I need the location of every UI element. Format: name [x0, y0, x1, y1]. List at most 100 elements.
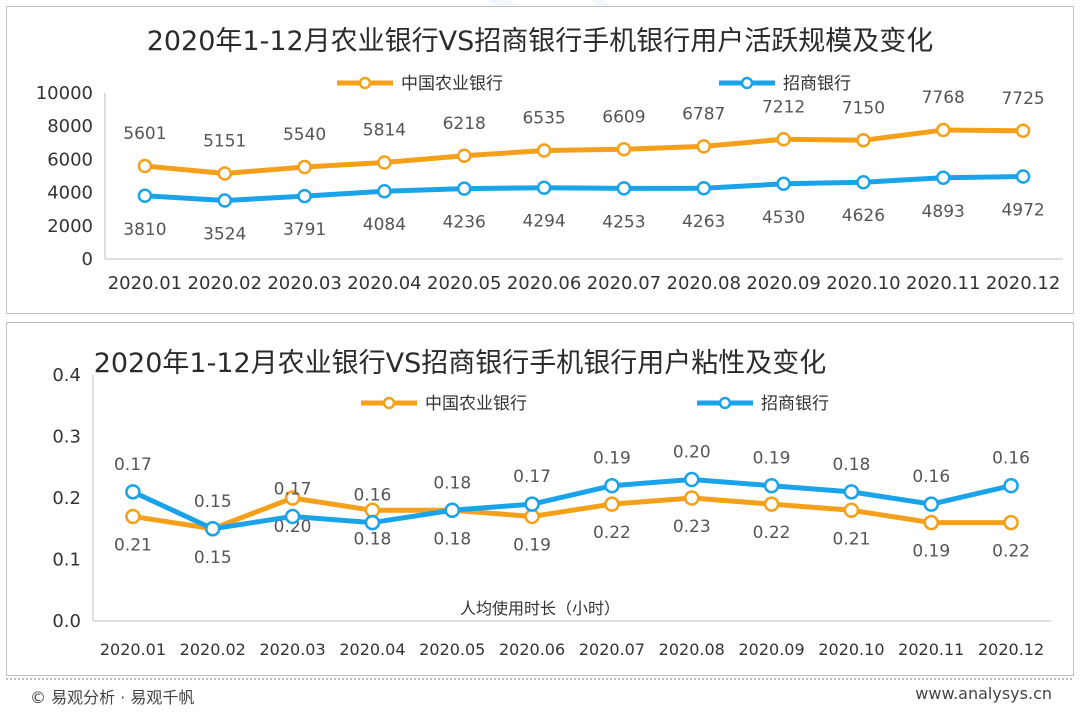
data-label: 4294 — [522, 212, 565, 232]
data-point — [763, 477, 780, 494]
data-point — [524, 508, 540, 525]
data-label: 0.18 — [353, 529, 391, 549]
legend-label: 中国农业银行 — [425, 394, 527, 414]
data-label: 0.16 — [912, 467, 950, 487]
series-line — [131, 477, 1012, 532]
x-tick-label: 2020.01 — [108, 273, 182, 294]
data-label: 7212 — [762, 97, 805, 117]
data-label: 5540 — [283, 125, 326, 145]
y-tick-label: 0 — [82, 249, 93, 270]
data-label: 0.22 — [593, 523, 631, 543]
y-tick-label: 10000 — [36, 83, 93, 104]
data-point — [284, 490, 301, 506]
data-point — [137, 188, 153, 204]
y-tick-label: 4000 — [47, 183, 93, 204]
x-tick-label: 2020.11 — [898, 640, 964, 659]
data-point — [205, 521, 221, 537]
data-point — [364, 502, 381, 519]
data-label: 0.19 — [513, 535, 551, 555]
data-point — [696, 180, 711, 196]
data-point — [217, 166, 232, 181]
x-tick-label: 2020.01 — [100, 640, 166, 659]
series-line — [144, 127, 1024, 176]
data-point — [923, 496, 939, 512]
y-tick-label: 0.0 — [52, 611, 81, 632]
data-point — [457, 181, 472, 196]
x-tick-label: 2020.05 — [427, 273, 501, 294]
data-label: 0.21 — [114, 535, 152, 555]
data-point — [284, 508, 301, 525]
data-label: 7768 — [922, 88, 965, 108]
data-label: 0.23 — [673, 517, 711, 537]
legend-swatch-marker — [740, 76, 754, 90]
x-tick-label: 2020.05 — [419, 640, 485, 659]
data-point — [843, 484, 860, 500]
chart-title-active-scale: 2020年1-12月农业银行VS招商银行手机银行用户活跃规模及变化 — [146, 26, 934, 57]
data-label: 7725 — [1001, 89, 1044, 109]
data-point — [377, 183, 392, 199]
data-label: 0.17 — [513, 467, 551, 487]
data-label: 0.16 — [353, 486, 391, 506]
x-tick-label: 2020.03 — [267, 273, 341, 294]
legend-label: 招商银行 — [761, 394, 829, 414]
series-line — [132, 495, 1012, 532]
data-point — [1015, 169, 1031, 184]
x-tick-label: 2020.11 — [906, 273, 980, 294]
data-label: 0.22 — [992, 542, 1030, 562]
data-label: 4893 — [922, 202, 965, 222]
data-point — [444, 502, 460, 519]
data-label: 3524 — [203, 225, 246, 245]
data-point — [936, 122, 951, 138]
data-label: 0.19 — [912, 542, 950, 562]
data-point — [776, 132, 791, 147]
x-tick-label: 2020.09 — [738, 640, 804, 659]
data-point — [604, 477, 620, 494]
data-label: 4530 — [762, 208, 805, 228]
data-point — [843, 502, 860, 519]
legend-swatch-marker — [358, 76, 372, 90]
data-point — [604, 496, 620, 512]
data-label: 0.17 — [114, 455, 152, 475]
data-point — [536, 143, 552, 158]
data-point — [364, 514, 381, 531]
data-label: 7150 — [842, 98, 885, 118]
data-label: 0.18 — [433, 473, 471, 493]
y-tick-label: 8000 — [47, 116, 93, 137]
x-tick-label: 2020.07 — [587, 273, 661, 294]
legend-swatch-marker — [382, 396, 396, 410]
data-label: 4253 — [602, 212, 645, 232]
data-label: 5814 — [363, 120, 406, 140]
data-point — [684, 471, 700, 488]
data-label: 0.18 — [433, 529, 471, 549]
x-tick-label: 2020.09 — [746, 273, 820, 294]
data-label: 6535 — [522, 109, 565, 129]
footer-copyright: © 易观分析 · 易观千帆 — [30, 688, 195, 707]
x-tick-label: 2020.02 — [188, 273, 262, 294]
chart-title-stickiness: 2020年1-12月农业银行VS招商银行手机银行用户粘性及变化 — [93, 348, 827, 379]
data-point — [936, 170, 951, 186]
data-label: 0.22 — [753, 523, 791, 543]
data-label: 6609 — [602, 107, 645, 127]
footer-divider — [6, 678, 1072, 680]
legend-label: 中国农业银行 — [401, 74, 503, 94]
data-point — [763, 496, 780, 512]
data-label: 0.19 — [753, 449, 791, 469]
y-tick-label: 0.3 — [52, 427, 81, 448]
data-label: 4626 — [842, 206, 885, 226]
data-point — [1015, 123, 1031, 139]
data-label: 3810 — [123, 220, 166, 240]
data-point — [125, 484, 141, 500]
y-tick-label: 0.1 — [52, 550, 81, 571]
y-tick-label: 0.2 — [52, 488, 81, 509]
data-label: 0.20 — [673, 443, 711, 463]
data-point — [377, 155, 392, 170]
x-tick-label: 2020.08 — [659, 640, 725, 659]
data-label: 4084 — [363, 215, 406, 235]
data-point — [137, 158, 153, 174]
x-tick-label: 2020.08 — [667, 273, 741, 294]
data-point — [125, 508, 141, 525]
x-tick-label: 2020.12 — [986, 273, 1060, 294]
chart-note-avg-usage-hours: 人均使用时长（小时） — [459, 599, 620, 618]
x-tick-label: 2020.12 — [978, 640, 1044, 659]
